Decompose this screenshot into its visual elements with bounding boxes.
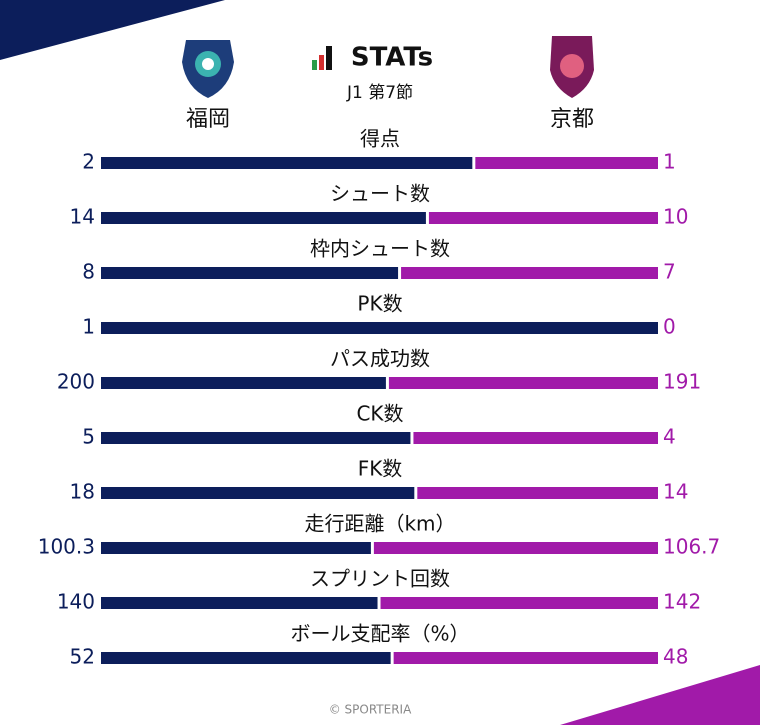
category-label: PK数 bbox=[357, 292, 402, 316]
home-bar bbox=[101, 652, 391, 664]
value-label: 52 bbox=[70, 645, 95, 669]
category-label: 得点 bbox=[360, 127, 400, 151]
home-bar bbox=[101, 267, 399, 279]
away-bar bbox=[428, 212, 658, 224]
away-bar bbox=[388, 377, 658, 389]
category-label: シュート数 bbox=[330, 182, 430, 206]
legend-label: 京都 bbox=[550, 107, 594, 132]
corner-decoration bbox=[0, 0, 225, 60]
title-icon bbox=[312, 46, 332, 70]
home-bar bbox=[101, 212, 426, 224]
legend-label: 福岡 bbox=[186, 107, 230, 132]
value-label: 0 bbox=[663, 315, 676, 339]
value-label: 48 bbox=[663, 645, 688, 669]
away-bar bbox=[417, 487, 658, 499]
corner-decoration bbox=[560, 665, 760, 725]
home-bar bbox=[101, 597, 378, 609]
value-label: 14 bbox=[663, 480, 688, 504]
value-label: 14 bbox=[70, 205, 95, 229]
value-label: 2 bbox=[82, 150, 95, 174]
value-label: 191 bbox=[663, 370, 701, 394]
value-label: 142 bbox=[663, 590, 701, 614]
value-label: 200 bbox=[57, 370, 95, 394]
home-logo bbox=[182, 40, 234, 98]
away-bar bbox=[475, 157, 658, 169]
category-label: CK数 bbox=[356, 402, 403, 426]
value-label: 100.3 bbox=[38, 535, 95, 559]
category-label: パス成功数 bbox=[330, 347, 430, 371]
home-bar bbox=[101, 432, 411, 444]
footer: © SPORTERIA bbox=[329, 703, 412, 717]
away-logo bbox=[550, 36, 594, 98]
category-label: スプリント回数 bbox=[310, 567, 450, 591]
value-label: 140 bbox=[57, 590, 95, 614]
away-bar bbox=[413, 432, 658, 444]
category-label: FK数 bbox=[358, 457, 403, 481]
value-label: 8 bbox=[82, 260, 95, 284]
away-bar bbox=[393, 652, 658, 664]
away-bar bbox=[380, 597, 658, 609]
value-label: 1 bbox=[663, 150, 676, 174]
value-label: 106.7 bbox=[663, 535, 720, 559]
home-bar bbox=[101, 542, 371, 554]
value-label: 7 bbox=[663, 260, 676, 284]
category-label: ボール支配率（%） bbox=[290, 622, 469, 646]
value-label: 10 bbox=[663, 205, 688, 229]
chart-title: STATs bbox=[351, 43, 433, 73]
value-label: 18 bbox=[70, 480, 95, 504]
chart-subtitle: J1 第7節 bbox=[346, 83, 413, 103]
category-label: 枠内シュート数 bbox=[310, 237, 450, 261]
home-bar bbox=[101, 322, 658, 334]
value-label: 4 bbox=[663, 425, 676, 449]
value-label: 5 bbox=[82, 425, 95, 449]
category-label: 走行距離（km） bbox=[304, 512, 455, 536]
value-label: 1 bbox=[82, 315, 95, 339]
away-bar bbox=[401, 267, 658, 279]
away-bar bbox=[373, 542, 658, 554]
home-bar bbox=[101, 377, 386, 389]
home-bar bbox=[101, 157, 473, 169]
home-bar bbox=[101, 487, 415, 499]
